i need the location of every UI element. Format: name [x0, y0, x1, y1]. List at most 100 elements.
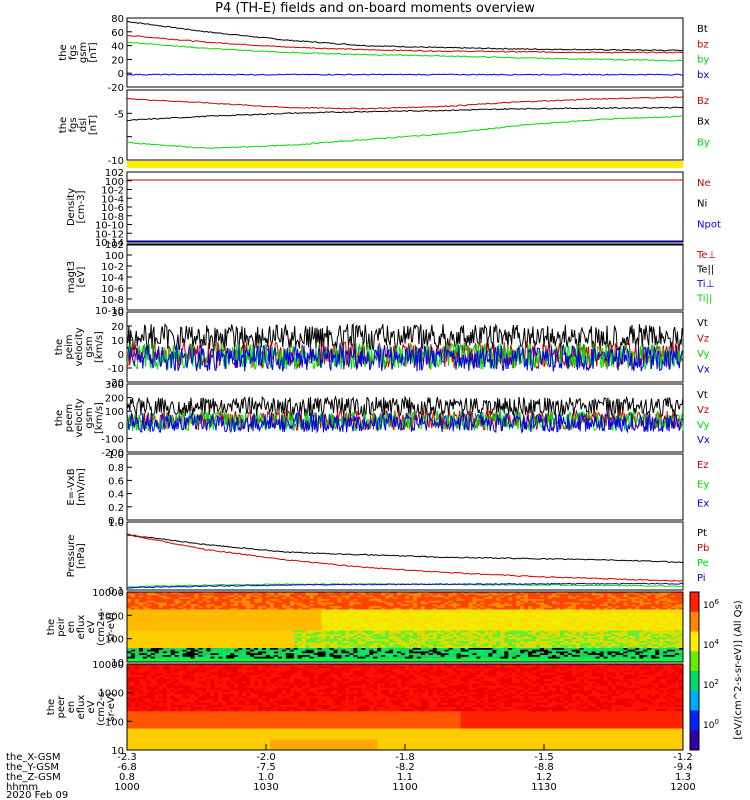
heatmap-cell: [555, 592, 561, 595]
heatmap-cell: [476, 593, 481, 596]
heatmap-cell: [174, 649, 180, 652]
heatmap-cell: [341, 639, 346, 642]
heatmap-cell: [230, 592, 235, 595]
heatmap-cell: [587, 602, 593, 605]
heatmap-cell: [424, 595, 430, 598]
heatmap-cell: [536, 597, 541, 600]
heatmap-cell: [559, 644, 565, 647]
heatmap-cell: [567, 634, 573, 637]
heatmap-cell: [218, 639, 223, 642]
heatmap-cell: [504, 611, 509, 614]
heatmap-cell: [416, 627, 422, 630]
ylabel-text: the: [58, 44, 69, 60]
heatmap-cell: [385, 644, 390, 647]
heatmap-cell: [571, 614, 577, 617]
heatmap-cell: [385, 595, 390, 598]
heatmap-cell: [170, 606, 176, 609]
heatmap-cell: [575, 625, 581, 628]
ytick-label: -10: [108, 156, 124, 167]
heatmap-cell: [389, 618, 394, 621]
heatmap-cell: [643, 597, 648, 600]
heatmap-cell: [555, 637, 561, 640]
heatmap-cell: [651, 618, 656, 621]
heatmap-cell: [389, 625, 394, 628]
legend-Ey: Ey: [697, 479, 709, 490]
heatmap-cell: [635, 621, 640, 624]
heatmap-cell: [520, 620, 525, 623]
heatmap-cell: [500, 635, 505, 638]
heatmap-cell: [142, 637, 148, 640]
heatmap-cell: [524, 602, 529, 605]
heatmap-cell: [142, 646, 148, 649]
heatmap-cell: [134, 634, 140, 637]
heatmap-cell: [551, 649, 557, 652]
heatmap-cell: [472, 646, 477, 649]
heatmap-cell: [563, 641, 569, 644]
heatmap-cell: [134, 625, 140, 628]
heatmap-cell: [174, 651, 180, 654]
heatmap-cell: [623, 620, 628, 623]
heatmap-cell: [528, 597, 533, 600]
heatmap-cell: [198, 641, 203, 644]
heatmap-cell: [178, 613, 183, 616]
heatmap-cell: [206, 625, 211, 628]
heatmap-cell: [603, 611, 608, 614]
heatmap-cell: [532, 632, 537, 635]
heatmap-cell: [281, 649, 287, 652]
heatmap-cell: [369, 642, 374, 645]
heatmap-cell: [667, 632, 672, 635]
heatmap-cell: [524, 618, 529, 621]
heatmap-cell: [186, 607, 191, 610]
heatmap-cell: [679, 634, 684, 637]
heatmap-cell: [127, 602, 132, 605]
heatmap-cell: [631, 635, 636, 638]
heatmap-cell: [500, 634, 505, 637]
heatmap-cell: [130, 648, 136, 651]
heatmap-cell: [230, 593, 235, 596]
heatmap-cell: [313, 639, 319, 642]
heatmap-cell: [301, 607, 307, 610]
heatmap-cell: [150, 604, 156, 607]
heatmap-cell: [579, 649, 585, 652]
heatmap-cell: [190, 599, 195, 602]
heatmap-cell: [397, 602, 402, 605]
heatmap-cell: [520, 614, 525, 617]
heatmap-cell: [420, 641, 426, 644]
heatmap-cell: [655, 606, 660, 609]
heatmap-cell: [619, 614, 624, 617]
heatmap-cell: [162, 648, 168, 651]
heatmap-cell: [532, 648, 537, 651]
heatmap-cell: [659, 595, 664, 598]
heatmap-cell: [595, 623, 600, 626]
heatmap-cell: [341, 637, 346, 640]
heatmap-cell: [420, 649, 426, 652]
heatmap-cell: [230, 627, 235, 630]
heatmap-cell: [269, 639, 275, 642]
heatmap-cell: [492, 616, 497, 619]
heatmap-cell: [325, 620, 330, 623]
heatmap-cell: [397, 637, 402, 640]
heatmap-cell: [198, 635, 203, 638]
heatmap-cell: [659, 613, 664, 616]
heatmap-cell: [575, 599, 581, 602]
heatmap-cell: [154, 606, 160, 609]
heatmap-cell: [675, 630, 680, 633]
heatmap-cell: [266, 625, 271, 628]
heatmap-cell: [230, 648, 235, 651]
heatmap-cell: [226, 600, 231, 603]
heatmap-cell: [329, 630, 334, 633]
heatmap-cell: [440, 621, 446, 624]
heatmap-cell: [603, 607, 608, 610]
heatmap-cell: [444, 593, 450, 596]
heatmap-cell: [420, 635, 426, 638]
heatmap-cell: [468, 621, 473, 624]
heatmap-cell: [269, 606, 275, 609]
heatmap-cell: [679, 641, 684, 644]
heatmap-cell: [289, 641, 295, 644]
heatmap-cell: [146, 635, 152, 638]
heatmap-cell: [166, 593, 172, 596]
heatmap-cell: [583, 620, 589, 623]
heatmap-cell: [258, 635, 263, 638]
heatmap-cell: [162, 628, 168, 631]
heatmap-cell: [246, 648, 251, 651]
